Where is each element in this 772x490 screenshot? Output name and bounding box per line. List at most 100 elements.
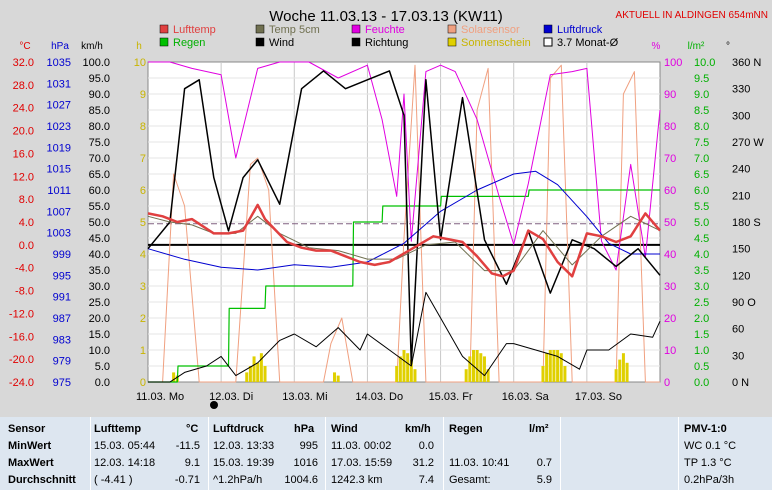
rain-tick-label: 7.0: [694, 153, 709, 165]
wind-max-value: 31.2: [412, 457, 434, 469]
pressure-tick-label: 1003: [47, 228, 71, 240]
direction-tick-label: 0 N: [732, 377, 749, 389]
direction-tick-label: 330: [732, 84, 750, 96]
luftdruck-max-value: 1016: [293, 457, 318, 469]
statistics-table: Sensor MinWert MaxWert Durchschnitt Luft…: [0, 417, 772, 490]
wind-tick-label: 30.0: [89, 281, 110, 293]
legend-label: Feuchte: [365, 24, 405, 36]
temp-tick-label: -16.0: [9, 331, 34, 343]
temp-axis-unit: °C: [19, 41, 30, 52]
temp-tick-label: 12.0: [13, 171, 34, 183]
sun-tick-label: 7: [140, 153, 146, 165]
wind-series-line: [148, 291, 661, 383]
humidity-tick-label: 0: [664, 377, 670, 389]
pressure-tick-label: 999: [53, 249, 71, 261]
regen-max-value: 0.7: [536, 457, 552, 469]
table-header-lufttemp: Lufttemp: [94, 423, 142, 435]
table-divider: [325, 417, 326, 490]
wind-tick-label: 0.0: [95, 377, 110, 389]
wind-tick-label: 50.0: [89, 217, 110, 229]
luftdruck-trend: ^1.2hPa/h: [213, 474, 263, 486]
sonnenschein-bar: [413, 369, 417, 382]
weather-chart: Woche 11.03.13 - 17.03.13 (KW11) AKTUELL…: [8, 8, 768, 409]
legend-swatch: [447, 24, 457, 34]
humidity-tick-label: 70: [664, 153, 676, 165]
rain-tick-label: 5.0: [694, 217, 709, 229]
legend-swatch: [159, 37, 169, 47]
sun-tick-label: 0: [140, 377, 146, 389]
table-header-regen: Regen: [449, 423, 483, 435]
wind-tick-label: 60.0: [89, 185, 110, 197]
sonnenschein-bar: [552, 350, 556, 382]
wind-tick-label: 85.0: [89, 105, 110, 117]
sonnenschein-bar: [395, 366, 399, 382]
temp-tick-label: -8.0: [15, 286, 34, 298]
day-label: 15.03. Fr: [429, 391, 473, 403]
legend-swatch: [447, 37, 457, 47]
rain-tick-label: 6.0: [694, 185, 709, 197]
direction-tick-label: 60: [732, 324, 744, 336]
legend-swatch: [351, 24, 361, 34]
wind-avg-value: 7.4: [418, 474, 434, 486]
day-label: 12.03. Di: [209, 391, 253, 403]
rain-tick-label: 10.0: [694, 57, 715, 69]
direction-tick-label: 300: [732, 110, 750, 122]
lufttemp-max-value: 9.1: [184, 457, 200, 469]
wind-tick-label: 45.0: [89, 233, 110, 245]
rain-tick-label: 6.5: [694, 169, 709, 181]
table-divider: [208, 417, 209, 490]
humidity-tick-label: 20: [664, 313, 676, 325]
table-header-luftdruck: Luftdruck: [213, 423, 264, 435]
wind-tick-label: 10.0: [89, 345, 110, 357]
sonnenschein-bar: [402, 350, 406, 382]
direction-axis-unit: °: [726, 41, 730, 52]
sonnenschein-bar: [256, 362, 260, 382]
pressure-tick-label: 983: [53, 334, 71, 346]
pressure-tick-label: 991: [53, 292, 71, 304]
sun-tick-label: 3: [140, 281, 146, 293]
table-unit-regen: l/m²: [529, 423, 549, 435]
temp-tick-label: 16.0: [13, 148, 34, 160]
legend-swatch: [351, 37, 361, 47]
sun-tick-label: 8: [140, 121, 146, 133]
sonnenschein-bar: [333, 372, 337, 382]
temp-tick-label: 24.0: [13, 103, 34, 115]
wind-tick-label: 95.0: [89, 73, 110, 85]
sonnenschein-bar: [541, 366, 545, 382]
sonnenschein-bar: [245, 372, 249, 382]
luftdruck-min-value: 995: [299, 440, 318, 452]
sonnenschein-bar: [618, 359, 622, 382]
sun-tick-label: 9: [140, 89, 146, 101]
table-divider: [443, 417, 444, 490]
table-unit-luftdruck: hPa: [294, 423, 315, 435]
sonnenschein-bar: [464, 369, 468, 382]
legend-swatch: [159, 24, 169, 34]
regen-total-label: Gesamt:: [449, 474, 491, 486]
legend-swatch: [255, 37, 265, 47]
sonnenschein-bar: [475, 350, 479, 382]
temp-tick-label: 32.0: [13, 57, 34, 69]
chart-title: Woche 11.03.13 - 17.03.13 (KW11): [269, 8, 502, 25]
rain-tick-label: 4.5: [694, 233, 709, 245]
pressure-tick-label: 1027: [47, 100, 71, 112]
sonnenschein-bar: [625, 362, 629, 382]
legend-label: Solarsensor: [461, 24, 520, 36]
current-day-marker: [210, 401, 218, 409]
rain-tick-label: 1.0: [694, 345, 709, 357]
lufttemp-avg-extra: ( -4.41 ): [94, 474, 133, 486]
wind-tick-label: 75.0: [89, 137, 110, 149]
direction-tick-label: 270 W: [732, 137, 764, 149]
plot-area: [147, 61, 661, 383]
legend-label: Wind: [269, 37, 294, 49]
temp-tick-label: -12.0: [9, 308, 34, 320]
table-divider: [678, 417, 679, 490]
luftdruck-series-line: [147, 170, 660, 271]
pressure-tick-label: 1011: [47, 185, 71, 197]
temp-tick-label: 0.0: [19, 240, 34, 252]
rain-tick-label: 4.0: [694, 249, 709, 261]
sun-tick-label: 5: [140, 217, 146, 229]
lufttemp-max-time: 12.03. 14:18: [94, 457, 156, 469]
table-unit-lufttemp: °C: [186, 423, 199, 435]
pressure-tick-label: 1015: [47, 164, 71, 176]
rain-tick-label: 1.5: [694, 329, 709, 341]
